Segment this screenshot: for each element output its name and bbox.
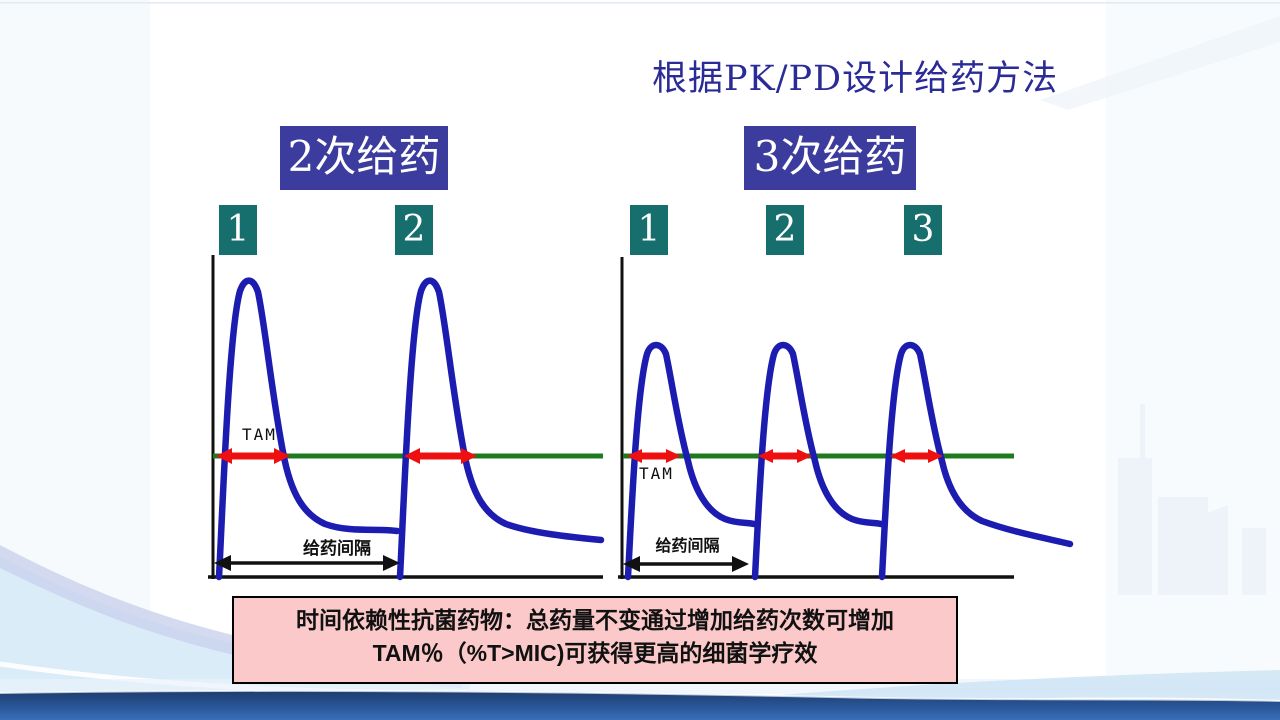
corner-streak [1040, 16, 1280, 110]
right-curve-dose2 [751, 341, 885, 581]
dose-badge-left-1: 1 [219, 205, 257, 255]
footnote-box: 时间依赖性抗菌药物：总药量不变通过增加给药次数可增加 TAM％（%T>MIC)可… [232, 596, 958, 684]
left-chart [208, 255, 605, 581]
dose-badge-right-3: 3 [904, 205, 942, 255]
right-chart [618, 257, 1074, 581]
footnote-line-2: TAM％（%T>MIC)可获得更高的细菌学疗效 [372, 640, 818, 666]
right-interval-arrow [623, 556, 749, 572]
header-3-doses: 3次给药 [744, 126, 916, 190]
tam-label-left: TAM [242, 425, 277, 444]
top-hairline [0, 2, 1280, 4]
bottom-band [0, 690, 1280, 720]
left-tam-arrow-2 [404, 448, 477, 464]
interval-label-left: 给药间隔 [303, 539, 371, 558]
right-tam-arrow-3 [890, 449, 943, 463]
left-margin-tint [0, 0, 150, 720]
right-tam-arrow-2 [758, 449, 812, 463]
dose-badge-right-1: 1 [630, 205, 668, 255]
dose-badge-left-2: 2 [395, 205, 433, 255]
left-tam-arrow-1 [216, 448, 290, 464]
interval-label-right: 给药间隔 [655, 538, 720, 555]
footnote-line-1: 时间依赖性抗菌药物：总药量不变通过增加给药次数可增加 [296, 607, 894, 633]
bottom-band-highlight [0, 689, 1280, 702]
slide-title: 根据PK/PD设计给药方法 [652, 59, 1059, 99]
right-tam-arrow-1 [627, 449, 681, 463]
dose-badge-right-2: 2 [766, 205, 804, 255]
right-curve-dose3 [878, 341, 1074, 581]
right-margin-tint [1106, 0, 1280, 720]
skyline-silhouette [1118, 404, 1266, 595]
header-2-doses: 2次给药 [280, 126, 448, 190]
left-curve-dose2 [396, 277, 605, 581]
tam-label-right: TAM [639, 464, 674, 483]
